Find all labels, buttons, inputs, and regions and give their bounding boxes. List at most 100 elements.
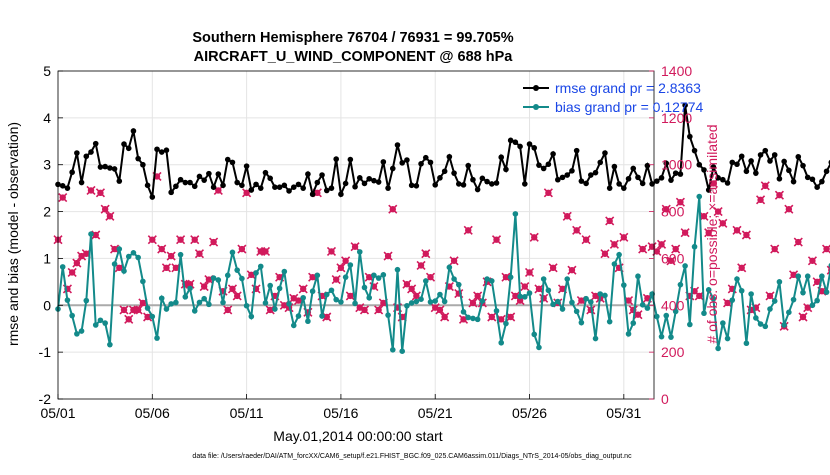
obs-assimilated-marker [157,244,167,254]
obs-marker-stroke [336,263,346,273]
obs-marker-stroke [789,270,799,280]
obs-marker-stroke [331,274,341,285]
bias-point [809,302,816,309]
obs-assimilated-marker [124,314,134,324]
bias-point [569,299,575,306]
bias-point [498,339,505,346]
bias-point [92,322,99,328]
rmse-point [206,170,212,177]
obs-marker-stroke [161,263,172,273]
obs-marker-stroke [416,260,426,271]
obs-assimilated-marker [100,204,110,214]
rmse-point [239,182,245,189]
bias-point [522,294,528,300]
obs-assimilated-marker [119,305,129,315]
chart-title-line-1: Southern Hemisphere 76704 / 76931 = 99.7… [192,30,513,46]
obs-marker-stroke [694,291,704,301]
rmse-point [588,172,594,178]
bias-point [97,317,104,324]
bias-point [385,312,391,318]
obs-marker-stroke [213,185,223,196]
bias-point [550,301,556,308]
obs-assimilated-marker [147,235,157,245]
rmse-point [333,156,339,162]
obs-marker-stroke [260,246,271,256]
rmse-point [616,181,622,187]
obs-assimilated-marker [383,251,393,261]
bias-point [781,322,787,328]
legend-entry-bias-label: bias grand pr = 0.12774 [555,99,703,115]
rmse-point [224,156,231,163]
bias-point [734,276,740,282]
bias-point [795,273,802,280]
obs-assimilated-marker [260,246,271,256]
obs-assimilated-marker [58,192,68,203]
obs-assimilated-marker [713,207,723,217]
rmse-point [819,178,825,185]
rmse-point [446,153,453,160]
rmse-point [385,185,391,191]
bias-point [786,309,792,316]
rmse-point [253,181,259,188]
obs-marker-stroke [562,211,572,221]
bias-point [635,273,641,280]
obs-marker-stroke [289,293,299,303]
rmse-point [309,191,316,198]
rmse-point [210,184,217,191]
rmse-point [342,180,349,187]
obs-assimilated-marker [506,312,516,322]
bias-point [121,268,127,274]
bias-point [253,270,259,276]
obs-assimilated-marker [209,237,219,247]
obs-marker-stroke [737,263,747,273]
rmse-point [163,147,170,153]
obs-assimilated-marker [798,312,808,322]
obs-marker-stroke [718,218,728,228]
bias-point [512,211,519,217]
bias-point [616,251,622,258]
bias-point [771,298,778,304]
rmse-point [767,158,773,164]
rmse-point [517,143,523,150]
bias-point [328,287,335,294]
obs-marker-stroke [534,284,544,294]
bias-point [536,344,542,351]
bias-point [196,299,203,306]
rmse-point [286,188,292,194]
rmse-point [394,142,401,148]
rmse-point [696,161,703,168]
rmse-point [503,166,509,173]
obs-assimilated-marker [666,256,676,266]
x-tick-label: 05/31 [606,405,641,421]
rmse-point [380,159,387,165]
rmse-point [734,161,740,168]
obs-assimilated-marker [784,204,794,214]
obs-marker-stroke [147,235,157,245]
bias-point [437,291,443,298]
rmse-point [738,153,745,160]
rmse-point [663,160,670,167]
bias-point [663,312,670,319]
rmse-point [710,164,717,170]
obs-marker-stroke [765,291,775,301]
rmse-point [144,182,151,189]
obs-marker-stroke [638,244,648,254]
obs-marker-stroke [298,284,308,294]
rmse-point [323,187,330,194]
obs-assimilated-marker [520,281,530,292]
rmse-point [234,179,240,186]
x-tick-label: 05/01 [40,405,75,421]
bias-point [286,301,292,307]
rmse-point [441,168,448,175]
bias-point [710,295,717,302]
bias-point [102,320,108,326]
rmse-point [559,174,566,181]
rmse-point [658,175,665,181]
x-tick-label: 05/21 [418,405,453,421]
obs-marker-stroke [699,211,709,221]
bias-point [715,345,721,352]
bias-point [819,273,825,280]
bias-point [588,299,594,305]
bias-point [517,293,523,300]
bias-point [149,313,156,320]
